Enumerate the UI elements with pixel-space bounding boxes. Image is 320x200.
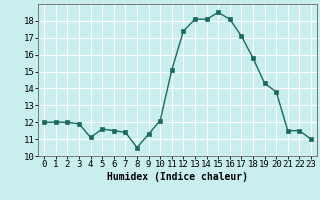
X-axis label: Humidex (Indice chaleur): Humidex (Indice chaleur) bbox=[107, 172, 248, 182]
